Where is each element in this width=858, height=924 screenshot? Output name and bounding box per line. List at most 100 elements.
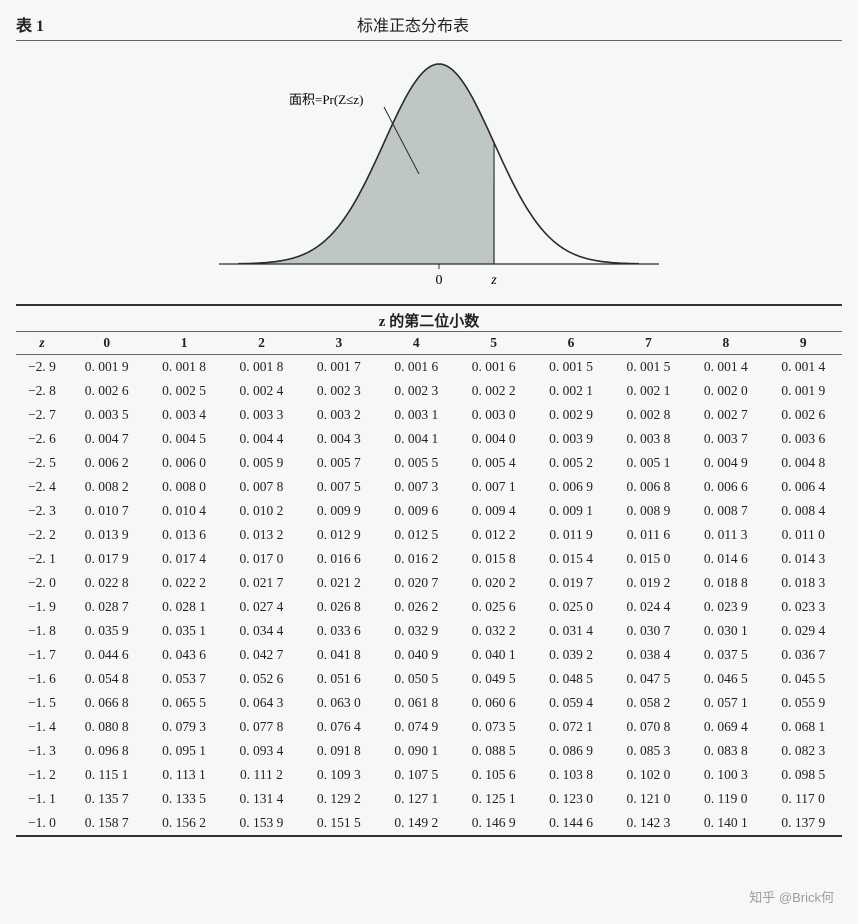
table-row: −2. 00. 022 80. 022 20. 021 70. 021 20. … [16,571,842,595]
value-cell: 0. 003 8 [610,427,687,451]
col-header-9: 9 [765,332,842,355]
value-cell: 0. 029 4 [765,619,842,643]
z-label-cell: −2. 6 [16,427,68,451]
value-cell: 0. 117 0 [765,787,842,811]
value-cell: 0. 014 6 [687,547,764,571]
value-cell: 0. 045 5 [765,667,842,691]
table-row: −1. 80. 035 90. 035 10. 034 40. 033 60. … [16,619,842,643]
value-cell: 0. 076 4 [300,715,377,739]
table-row: −2. 40. 008 20. 008 00. 007 80. 007 50. … [16,475,842,499]
value-cell: 0. 013 2 [223,523,300,547]
value-cell: 0. 008 0 [145,475,222,499]
value-cell: 0. 034 4 [223,619,300,643]
second-decimal-header: z 的第二位小数 [16,304,842,331]
value-cell: 0. 042 7 [223,643,300,667]
value-cell: 0. 121 0 [610,787,687,811]
value-cell: 0. 002 1 [532,379,609,403]
value-cell: 0. 002 4 [223,379,300,403]
value-cell: 0. 086 9 [532,739,609,763]
value-cell: 0. 001 6 [378,355,455,380]
page-header: 表 1 标准正态分布表 [16,12,842,41]
z-label-cell: −2. 4 [16,475,68,499]
value-cell: 0. 040 1 [455,643,532,667]
z-label-cell: −2. 5 [16,451,68,475]
value-cell: 0. 135 7 [68,787,145,811]
value-cell: 0. 002 1 [610,379,687,403]
value-cell: 0. 003 1 [378,403,455,427]
z-label-cell: −1. 0 [16,811,68,836]
z-label-cell: −2. 0 [16,571,68,595]
value-cell: 0. 091 8 [300,739,377,763]
col-header-4: 4 [378,332,455,355]
value-cell: 0. 054 8 [68,667,145,691]
value-cell: 0. 005 9 [223,451,300,475]
value-cell: 0. 131 4 [223,787,300,811]
value-cell: 0. 090 1 [378,739,455,763]
value-cell: 0. 015 0 [610,547,687,571]
value-cell: 0. 060 6 [455,691,532,715]
table-row: −2. 20. 013 90. 013 60. 013 20. 012 90. … [16,523,842,547]
value-cell: 0. 017 0 [223,547,300,571]
value-cell: 0. 033 6 [300,619,377,643]
value-cell: 0. 144 6 [532,811,609,836]
value-cell: 0. 153 9 [223,811,300,836]
value-cell: 0. 105 6 [455,763,532,787]
value-cell: 0. 093 4 [223,739,300,763]
value-cell: 0. 044 6 [68,643,145,667]
value-cell: 0. 032 2 [455,619,532,643]
value-cell: 0. 020 2 [455,571,532,595]
value-cell: 0. 137 9 [765,811,842,836]
value-cell: 0. 020 7 [378,571,455,595]
z-table: z 0123456789 −2. 90. 001 90. 001 80. 001… [16,331,842,837]
table-row: −2. 70. 003 50. 003 40. 003 30. 003 20. … [16,403,842,427]
value-cell: 0. 156 2 [145,811,222,836]
value-cell: 0. 129 2 [300,787,377,811]
table-row: −1. 20. 115 10. 113 10. 111 20. 109 30. … [16,763,842,787]
value-cell: 0. 142 3 [610,811,687,836]
svg-text:z: z [490,273,497,288]
value-cell: 0. 095 1 [145,739,222,763]
value-cell: 0. 004 1 [378,427,455,451]
value-cell: 0. 013 6 [145,523,222,547]
value-cell: 0. 025 6 [455,595,532,619]
value-cell: 0. 003 4 [145,403,222,427]
value-cell: 0. 008 7 [687,499,764,523]
z-label-cell: −2. 2 [16,523,68,547]
value-cell: 0. 019 7 [532,571,609,595]
value-cell: 0. 011 0 [765,523,842,547]
value-cell: 0. 027 4 [223,595,300,619]
value-cell: 0. 059 4 [532,691,609,715]
value-cell: 0. 072 1 [532,715,609,739]
value-cell: 0. 041 8 [300,643,377,667]
value-cell: 0. 032 9 [378,619,455,643]
value-cell: 0. 007 3 [378,475,455,499]
z-label-cell: −1. 1 [16,787,68,811]
value-cell: 0. 002 0 [687,379,764,403]
value-cell: 0. 064 3 [223,691,300,715]
value-cell: 0. 133 5 [145,787,222,811]
value-cell: 0. 039 2 [532,643,609,667]
value-cell: 0. 030 1 [687,619,764,643]
value-cell: 0. 023 3 [765,595,842,619]
value-cell: 0. 004 9 [687,451,764,475]
value-cell: 0. 021 7 [223,571,300,595]
value-cell: 0. 009 9 [300,499,377,523]
z-label-cell: −2. 3 [16,499,68,523]
value-cell: 0. 003 0 [455,403,532,427]
value-cell: 0. 003 7 [687,427,764,451]
value-cell: 0. 003 6 [765,427,842,451]
table-row: −2. 50. 006 20. 006 00. 005 90. 005 70. … [16,451,842,475]
value-cell: 0. 004 5 [145,427,222,451]
value-cell: 0. 011 6 [610,523,687,547]
value-cell: 0. 063 0 [300,691,377,715]
value-cell: 0. 012 5 [378,523,455,547]
col-header-0: 0 [68,332,145,355]
z-label-cell: −1. 4 [16,715,68,739]
value-cell: 0. 004 4 [223,427,300,451]
value-cell: 0. 007 1 [455,475,532,499]
table-row: −2. 30. 010 70. 010 40. 010 20. 009 90. … [16,499,842,523]
col-header-2: 2 [223,332,300,355]
value-cell: 0. 001 5 [610,355,687,380]
table-row: −1. 40. 080 80. 079 30. 077 80. 076 40. … [16,715,842,739]
col-header-5: 5 [455,332,532,355]
